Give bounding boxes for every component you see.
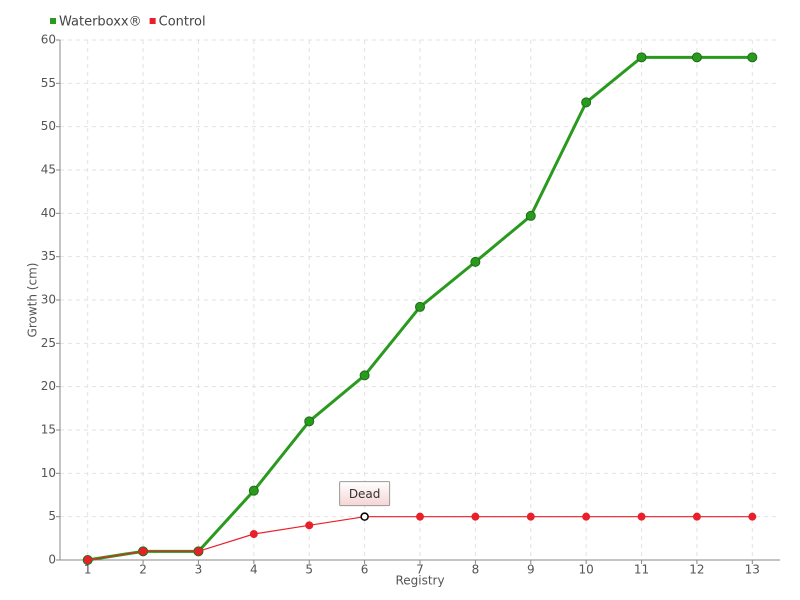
data-point — [415, 301, 425, 312]
x-tick-label: 12 — [689, 563, 704, 577]
y-tick-label: 10 — [41, 466, 56, 480]
x-tick-label: 6 — [361, 563, 369, 577]
y-tick-label: 30 — [41, 293, 56, 307]
x-tick-label: 8 — [472, 563, 480, 577]
y-tick-label: 20 — [41, 379, 56, 393]
legend-label: Waterboxx® — [59, 15, 142, 30]
data-point — [83, 556, 92, 564]
data-point — [249, 530, 258, 538]
data-point — [304, 416, 315, 427]
y-tick-label: 5 — [48, 509, 56, 523]
data-point — [139, 547, 148, 556]
x-tick-label: 1 — [84, 563, 92, 577]
x-tick-label: 11 — [634, 563, 649, 577]
y-tick-label: 35 — [41, 249, 56, 263]
data-point — [747, 52, 758, 63]
y-tick-label: 50 — [41, 119, 56, 133]
y-tick-label: 40 — [41, 206, 56, 220]
legend-swatch — [149, 18, 156, 24]
annotation-text: Dead — [349, 487, 381, 501]
legend-swatch — [50, 18, 56, 24]
data-point — [471, 512, 480, 521]
data-point — [748, 512, 757, 521]
data-point — [582, 512, 591, 521]
x-tick-label: 7 — [416, 563, 424, 577]
y-axis-label: Growth (cm) — [26, 263, 40, 338]
y-tick-label: 45 — [41, 163, 56, 177]
x-tick-label: 5 — [305, 563, 313, 577]
x-tick-label: 9 — [527, 563, 535, 577]
x-tick-label: 13 — [745, 563, 760, 577]
y-tick-label: 25 — [41, 336, 56, 350]
y-tick-label: 0 — [48, 553, 56, 567]
legend-label: Control — [159, 15, 206, 30]
data-point — [526, 512, 535, 521]
y-tick-label: 55 — [41, 76, 56, 90]
x-tick-label: 3 — [195, 563, 203, 577]
x-axis-label: Registry — [395, 574, 444, 588]
y-tick-label: 60 — [41, 33, 56, 47]
data-point — [525, 210, 536, 221]
data-point — [359, 370, 370, 381]
data-point — [692, 512, 701, 521]
data-point — [581, 97, 592, 108]
data-point — [248, 485, 259, 496]
data-point — [470, 256, 481, 267]
x-tick-label: 4 — [250, 563, 258, 577]
data-point — [194, 547, 203, 556]
data-point — [637, 512, 646, 521]
data-point — [360, 512, 369, 521]
y-tick-label: 15 — [41, 423, 56, 437]
data-point — [416, 512, 424, 521]
x-tick-label: 2 — [139, 563, 147, 577]
annotation: Dead — [339, 481, 391, 507]
data-point — [305, 521, 314, 530]
data-point — [691, 52, 702, 63]
data-point — [636, 52, 647, 63]
x-tick-label: 10 — [579, 563, 594, 577]
annotation-box — [339, 481, 391, 507]
